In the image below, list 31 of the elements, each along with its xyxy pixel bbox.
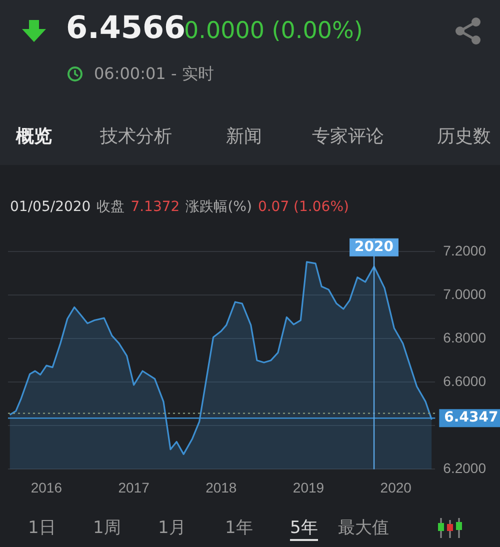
- x-tick-label: 2016: [30, 479, 62, 496]
- text: 最大值: [338, 517, 389, 539]
- y-tick-label: 7.0000: [443, 286, 486, 302]
- x-tick-label: 2018: [206, 479, 237, 496]
- text: 1日: [28, 517, 56, 539]
- chart-subtitle: 0.0000 (0.00%): [184, 18, 363, 44]
- x-tick-label: 2020: [380, 479, 412, 496]
- x-tick-label: 2019: [292, 479, 324, 496]
- ref-line-label: 6.4347: [444, 410, 498, 426]
- text: 概览: [16, 125, 52, 148]
- x-tick-label: 2017: [118, 479, 150, 496]
- text: 06:00:01 - 实时: [94, 64, 214, 85]
- text: 技术分析: [100, 125, 172, 148]
- text: 历史数: [437, 125, 491, 148]
- ref-line-label: 2020: [354, 239, 394, 256]
- y-tick-label: 7.2000: [443, 242, 486, 258]
- y-tick-label: 6.8000: [443, 329, 486, 346]
- text: 1周: [93, 517, 121, 539]
- text: 1年: [225, 517, 253, 539]
- text: 收盘: [96, 199, 125, 215]
- text: 1月: [158, 517, 186, 539]
- text: 5年: [290, 516, 318, 541]
- text: 7.1372: [130, 199, 180, 215]
- text: 涨跌幅(%): [186, 199, 252, 215]
- text: 新闻: [226, 125, 262, 148]
- text: 专家评论: [312, 125, 384, 148]
- text: 01/05/2020: [10, 199, 91, 215]
- text: 0.07 (1.06%): [258, 199, 349, 215]
- chart-title: 6.4566: [66, 10, 186, 46]
- y-tick-label: 6.6000: [443, 372, 486, 389]
- y-tick-label: 6.2000: [443, 460, 486, 476]
